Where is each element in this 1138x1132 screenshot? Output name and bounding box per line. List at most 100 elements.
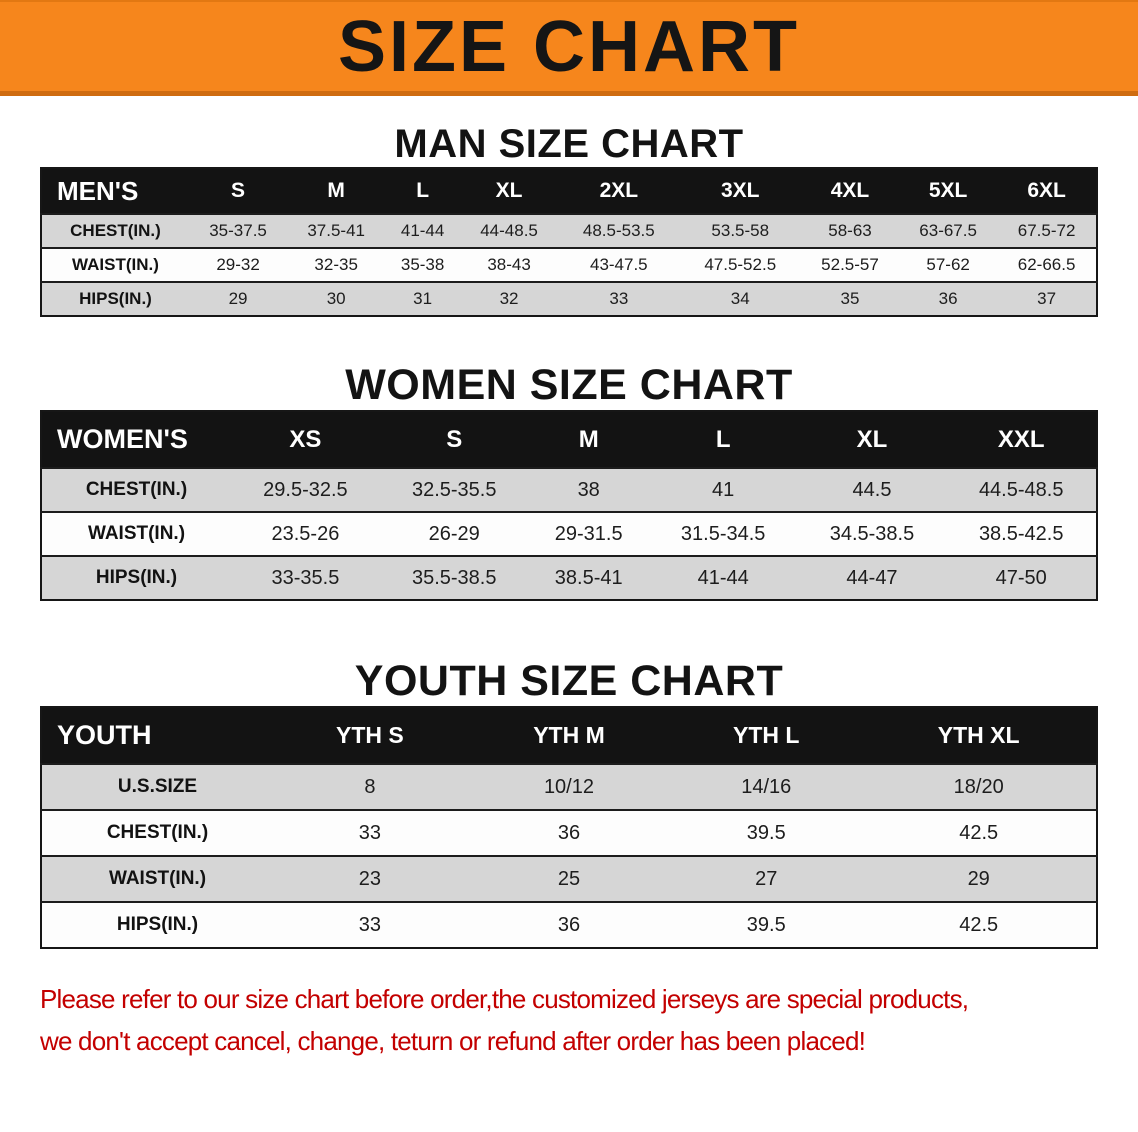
size-header-cell: XL	[797, 411, 947, 468]
size-value-cell: 32.5-35.5	[379, 467, 529, 512]
size-value-cell: 38.5-42.5	[946, 511, 1097, 556]
size-value-cell: 32-35	[287, 247, 386, 282]
size-value-cell: 41-44	[385, 213, 460, 248]
table-title-cell: WOMEN'S	[41, 411, 231, 468]
size-value-cell: 58-63	[800, 213, 900, 248]
size-value-cell: 29	[861, 855, 1097, 902]
size-value-cell: 44.5-48.5	[946, 467, 1097, 512]
size-value-cell: 62-66.5	[997, 247, 1097, 282]
men-section-heading: MAN SIZE CHART	[394, 122, 744, 166]
order-disclaimer: Please refer to our size chart before or…	[40, 979, 1138, 1062]
disclaimer-line-2: we don't accept cancel, change, teturn o…	[40, 1025, 866, 1056]
size-value-cell: 43-47.5	[558, 247, 680, 282]
size-value-cell: 38.5-41	[528, 555, 649, 600]
size-header-cell: 5XL	[899, 168, 998, 214]
size-value-cell: 25	[466, 855, 672, 902]
table-title-cell: MEN'S	[41, 168, 189, 214]
measurement-row: HIPS(IN.) 33-35.5 35.5-38.5 38.5-41 41-44 44-…	[41, 555, 1097, 600]
size-value-cell: 44.5	[797, 467, 947, 512]
size-value-cell: 30	[287, 281, 386, 316]
size-header-cell: YTH S	[273, 707, 467, 764]
size-value-cell: 52.5-57	[800, 247, 900, 282]
men-size-table: MEN'S S M L XL 2XL 3XL 4XL 5XL 6XL CHEST(IN.) 35-37…	[40, 167, 1098, 317]
size-header-cell: 3XL	[679, 168, 801, 214]
measurement-label: CHEST(IN.)	[41, 213, 189, 248]
size-header-cell: L	[648, 411, 798, 468]
measurement-row: CHEST(IN.) 33 36 39.5 42.5	[41, 809, 1097, 856]
size-header-cell: S	[379, 411, 529, 468]
measurement-row: WAIST(IN.) 23.5-26 26-29 29-31.5 31.5-34.5 34…	[41, 511, 1097, 556]
size-value-cell: 29.5-32.5	[231, 467, 380, 512]
size-header-cell: M	[528, 411, 649, 468]
size-value-cell: 35	[800, 281, 900, 316]
size-value-cell: 31	[385, 281, 460, 316]
table-header-row: YOUTH YTH S YTH M YTH L YTH XL	[41, 707, 1097, 764]
size-header-cell: XXL	[946, 411, 1097, 468]
youth-size-table: YOUTH YTH S YTH M YTH L YTH XL U.S.SIZE 8 10/12…	[40, 706, 1098, 949]
size-value-cell: 42.5	[861, 809, 1097, 856]
measurement-label: CHEST(IN.)	[41, 467, 231, 512]
measurement-label: HIPS(IN.)	[41, 555, 231, 600]
size-header-cell: 6XL	[997, 168, 1097, 214]
size-value-cell: 57-62	[899, 247, 998, 282]
size-value-cell: 47-50	[946, 555, 1097, 600]
disclaimer-line-1: Please refer to our size chart before or…	[40, 984, 969, 1014]
size-value-cell: 39.5	[671, 901, 862, 948]
measurement-label: HIPS(IN.)	[41, 901, 273, 948]
size-value-cell: 37.5-41	[287, 213, 386, 248]
size-value-cell: 41-44	[648, 555, 798, 600]
measurement-row: HIPS(IN.) 29 30 31 32 33 34 35 36 37	[41, 281, 1097, 316]
size-value-cell: 35-37.5	[189, 213, 288, 248]
measurement-label: WAIST(IN.)	[41, 511, 231, 556]
measurement-row: WAIST(IN.) 23 25 27 29	[41, 855, 1097, 902]
size-value-cell: 38-43	[460, 247, 559, 282]
size-value-cell: 23.5-26	[231, 511, 380, 556]
size-value-cell: 23	[273, 855, 467, 902]
size-value-cell: 18/20	[861, 763, 1097, 810]
measurement-label: WAIST(IN.)	[41, 247, 189, 282]
size-value-cell: 37	[997, 281, 1097, 316]
size-header-cell: L	[385, 168, 460, 214]
size-value-cell: 29-31.5	[528, 511, 649, 556]
size-value-cell: 38	[528, 467, 649, 512]
table-header-row: WOMEN'S XS S M L XL XXL	[41, 411, 1097, 468]
size-value-cell: 32	[460, 281, 559, 316]
women-size-table: WOMEN'S XS S M L XL XXL CHEST(IN.) 29.5-32.5 32.5…	[40, 410, 1098, 601]
size-value-cell: 42.5	[861, 901, 1097, 948]
youth-section-heading: YOUTH SIZE CHART	[354, 657, 784, 705]
size-value-cell: 33	[273, 901, 467, 948]
measurement-row: U.S.SIZE 8 10/12 14/16 18/20	[41, 763, 1097, 810]
youth-size-section: YOUTH SIZE CHART YOUTH YTH S YTH M YTH L YTH…	[0, 657, 1138, 949]
size-chart-banner: SIZE CHART	[0, 0, 1138, 96]
size-value-cell: 34	[679, 281, 801, 316]
size-value-cell: 67.5-72	[997, 213, 1097, 248]
size-value-cell: 8	[273, 763, 467, 810]
women-size-section: WOMEN SIZE CHART WOMEN'S XS S M L XL XXL CHEST(…	[0, 361, 1138, 601]
size-value-cell: 31.5-34.5	[648, 511, 798, 556]
table-title-cell: YOUTH	[41, 707, 273, 764]
men-size-section: MAN SIZE CHART MEN'S S M L XL 2XL 3XL 4XL 5XL 6XL…	[0, 122, 1138, 317]
measurement-label: WAIST(IN.)	[41, 855, 273, 902]
women-section-heading: WOMEN SIZE CHART	[345, 361, 793, 409]
size-value-cell: 33	[558, 281, 680, 316]
measurement-label: U.S.SIZE	[41, 763, 273, 810]
size-header-cell: XL	[460, 168, 559, 214]
size-value-cell: 35.5-38.5	[379, 555, 529, 600]
size-header-cell: XS	[231, 411, 380, 468]
size-value-cell: 14/16	[671, 763, 862, 810]
size-value-cell: 36	[899, 281, 998, 316]
size-value-cell: 29-32	[189, 247, 288, 282]
measurement-row: CHEST(IN.) 29.5-32.5 32.5-35.5 38 41 44.5 44.5…	[41, 467, 1097, 512]
size-value-cell: 47.5-52.5	[679, 247, 801, 282]
size-value-cell: 44-48.5	[460, 213, 559, 248]
size-value-cell: 48.5-53.5	[558, 213, 680, 248]
size-header-cell: 4XL	[800, 168, 900, 214]
size-header-cell: YTH L	[671, 707, 862, 764]
size-value-cell: 27	[671, 855, 862, 902]
page-title: SIZE CHART	[338, 6, 800, 87]
measurement-row: WAIST(IN.) 29-32 32-35 35-38 38-43 43-47.5 47.…	[41, 247, 1097, 282]
size-value-cell: 26-29	[379, 511, 529, 556]
size-value-cell: 10/12	[466, 763, 672, 810]
size-value-cell: 36	[466, 901, 672, 948]
size-header-cell: 2XL	[558, 168, 680, 214]
